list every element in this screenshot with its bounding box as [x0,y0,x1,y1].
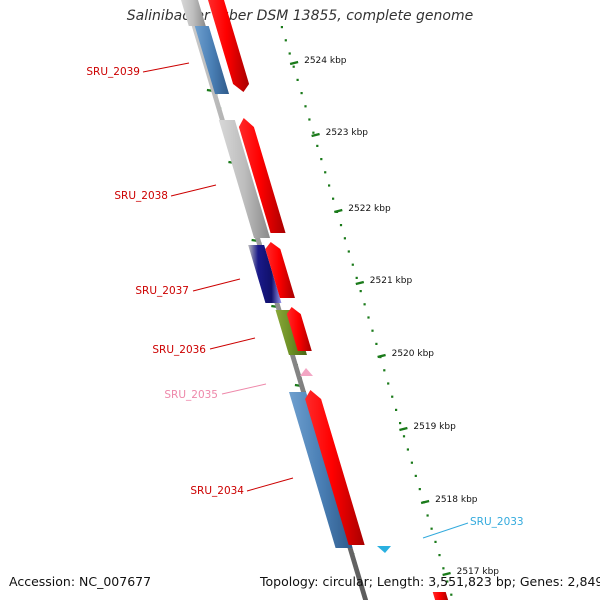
cds-arrow-sru-2039 [208,0,250,92]
leader-line-sru-2035 [221,383,267,395]
gene-box-sru-2034 [289,392,353,548]
cds-arrow-sru-2037 [265,242,295,298]
scale-dot [391,395,394,398]
scale-dot [347,250,350,253]
scale-dot [292,65,295,68]
scale-tick-mark [420,499,430,505]
leader-line-sru-2036 [209,337,256,350]
gene-label-sru-2035: SRU_2035 [164,389,218,401]
scale-tick-label: 2521 kbp [370,276,413,286]
scale-tick-mark [289,60,299,66]
scale-dot [450,593,453,596]
scale-dot [300,92,303,95]
scale-dot [363,303,366,306]
scale-dot [288,52,291,55]
scale-tick-label: 2520 kbp [392,349,435,359]
leader-line-sru-2037 [192,278,241,292]
scale-dot [351,263,354,266]
leader-line-sru-2034 [246,477,294,492]
scale-dot [324,171,327,174]
gene-label-sru-2038: SRU_2038 [114,190,168,202]
label-layer: SRU_2039 SRU_2038 SRU_2037 SRU_2036 SRU_2035… [86,62,524,539]
scale-dot [438,554,441,557]
scale-tick-mark [377,353,386,359]
scale-dot [395,408,398,411]
cds-arrow-sru-2036 [286,307,312,351]
scale-dot [280,26,283,29]
scale-tick-label: 2523 kbp [326,128,369,138]
scale-tick-mark [399,426,408,432]
scale-dot [442,567,445,570]
cds-arrow-sru-2034 [305,390,365,545]
scale-dot [414,474,417,477]
marker-sru-2035 [300,368,313,376]
scale-dot [446,580,449,583]
scale-dot [410,461,413,464]
gene-box-top-partial [181,0,206,26]
scale-dot [332,197,335,200]
scale-tick-label: 2522 kbp [348,204,391,214]
tick-layer: 2524 kbp 2523 kbp 2522 kbp 2521 kbp 2520 kbp… [198,26,500,596]
marker-sru-2033 [377,546,391,553]
scale-dot [296,78,299,81]
scale-dot [434,540,437,543]
scale-dot [316,144,319,147]
scale-dot [399,422,402,425]
scale-dot [355,276,358,279]
scale-dot [383,369,386,372]
scale-dot [375,342,378,345]
scale-tick-label: 2518 kbp [435,495,478,505]
gene-label-sru-2036: SRU_2036 [152,344,206,356]
scale-dot [406,448,409,451]
scale-tick-mark [334,208,343,214]
scale-dot [367,316,370,319]
scale-dot [339,224,343,227]
gene-box-sru-2038 [218,120,271,238]
scale-dot [426,514,429,517]
scale-dot [304,105,307,108]
scale-tick-mark [355,280,365,286]
scale-tick-label: 2524 kbp [304,56,347,66]
leader-line-sru-2038 [170,184,217,197]
scale-tick-mark [442,571,451,577]
cds-arrow-sru-2038 [238,118,286,233]
scale-dot [387,382,390,385]
gene-label-sru-2039: SRU_2039 [86,66,140,78]
scale-dot [343,237,346,240]
scale-dot [402,435,406,438]
scale-tick-label: 2519 kbp [413,422,456,432]
scale-dot [430,527,433,530]
scale-tick-mark [311,132,320,138]
leader-line-sru-2039 [142,62,190,73]
feature-layer [181,0,449,600]
topology-text: Topology: circular; Length: 3,551,823 bp… [260,574,600,589]
cds-arrow-bottom-partial [432,592,449,600]
scale-dot [359,290,362,293]
scale-dot [284,39,287,42]
scale-dot [371,329,374,332]
leader-line-sru-2033 [422,522,469,539]
accession-text: Accession: NC_007677 [9,574,152,589]
gene-label-sru-2034: SRU_2034 [190,485,244,497]
scale-dot [320,158,323,161]
scale-tick-label: 2517 kbp [457,567,500,577]
gene-box-sru-2037 [248,245,282,303]
scale-dot [312,131,315,134]
gene-label-sru-2033: SRU_2033 [470,516,524,528]
scale-dot [328,184,331,187]
gene-label-sru-2037: SRU_2037 [135,285,189,297]
scale-dot [308,118,311,121]
scale-dot [418,488,421,491]
gene-box-sru-2039 [194,26,230,94]
